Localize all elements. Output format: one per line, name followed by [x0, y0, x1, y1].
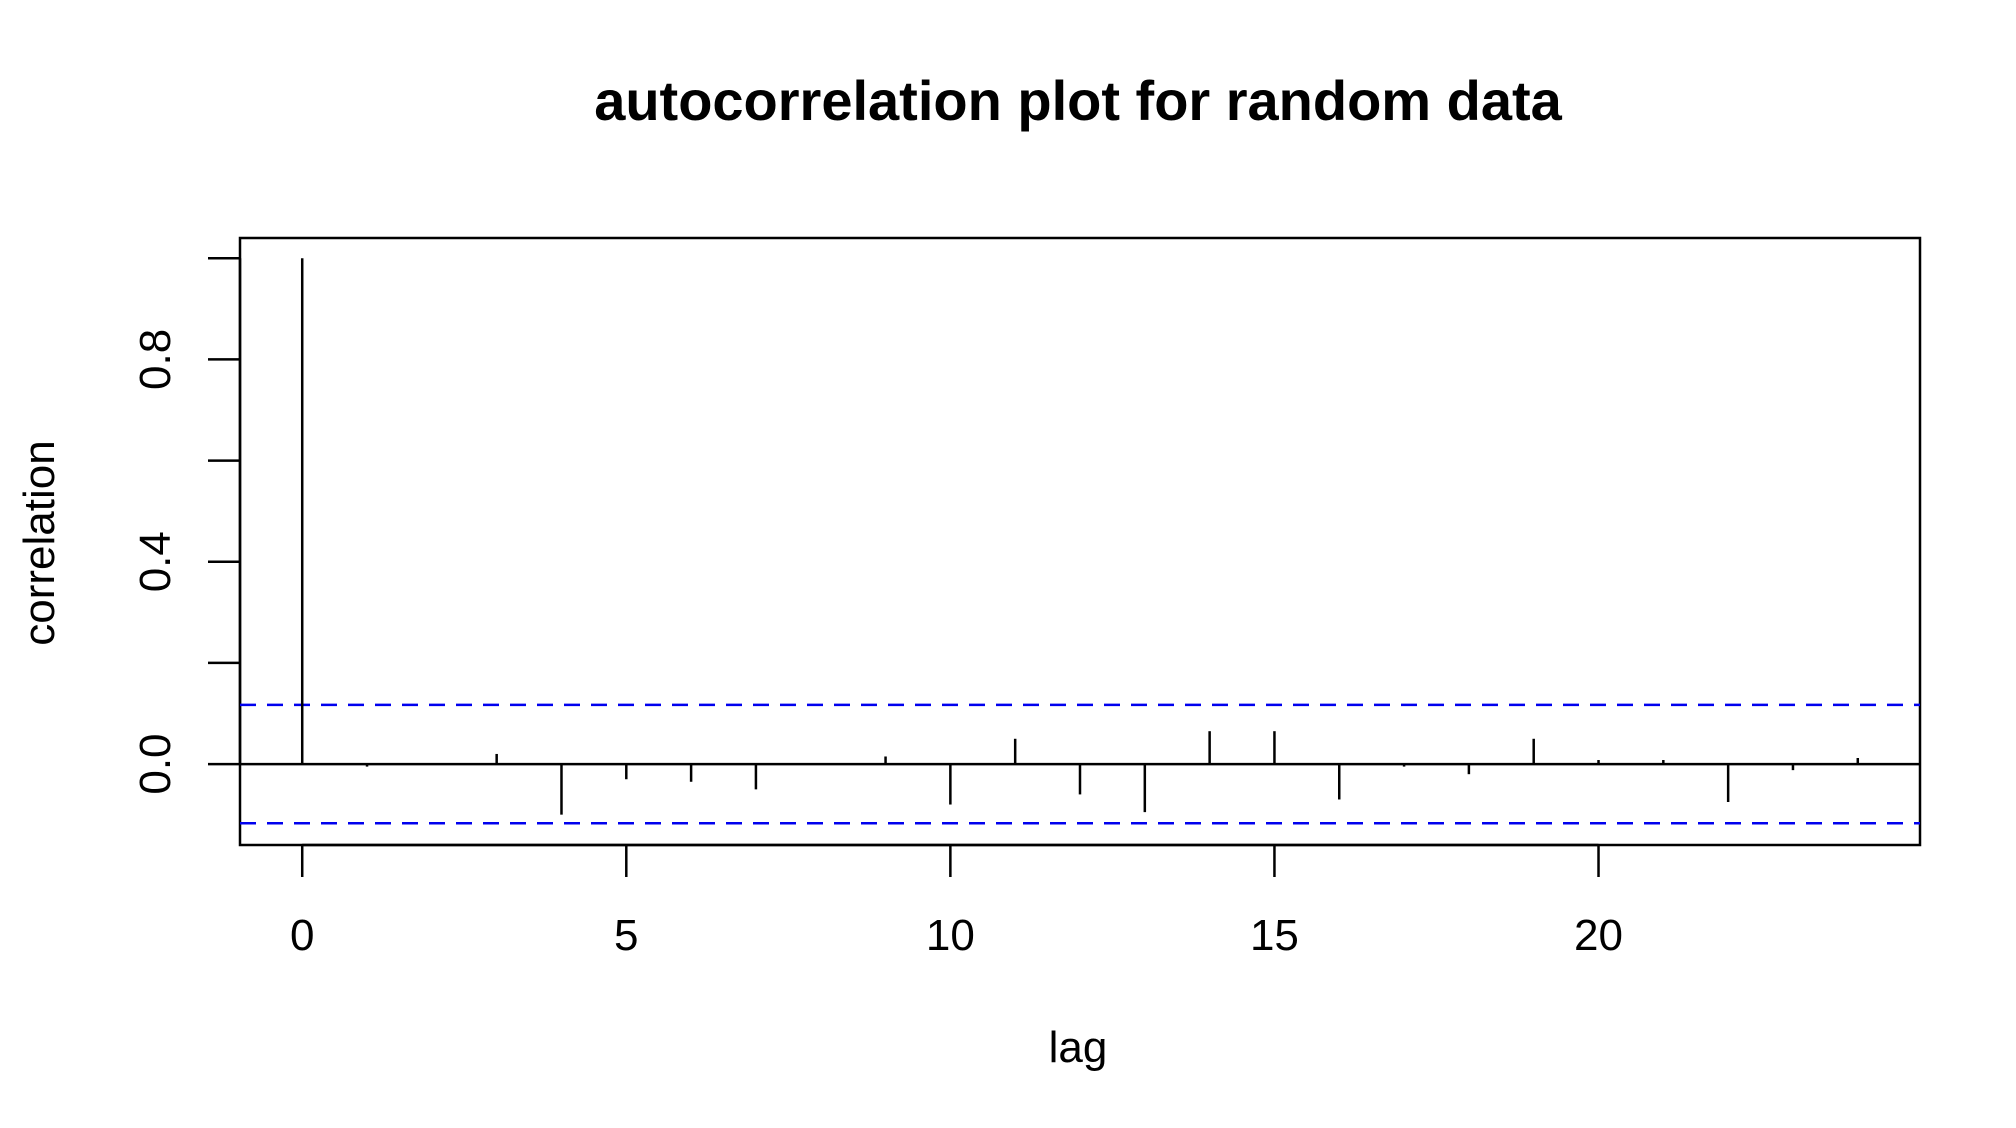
acf-bars	[300, 258, 1860, 815]
x-tick-label: 20	[1574, 911, 1623, 960]
x-axis: 0 5 10 15 20	[290, 843, 1623, 960]
y-tick-label: 0.4	[131, 531, 180, 592]
x-tick-label: 5	[614, 911, 638, 960]
y-tick-label: 0.0	[131, 733, 180, 794]
y-tick-label: 0.8	[131, 329, 180, 390]
x-tick-label: 0	[290, 911, 314, 960]
plot-frame	[238, 236, 1922, 847]
x-tick-label: 10	[926, 911, 975, 960]
x-tick-label: 15	[1250, 911, 1299, 960]
y-axis: 0.0 0.4 0.8	[131, 256, 242, 795]
chart-title: autocorrelation plot for random data	[594, 69, 1562, 132]
y-axis-label: correlation	[15, 440, 64, 645]
x-axis-label: lag	[1049, 1023, 1108, 1072]
